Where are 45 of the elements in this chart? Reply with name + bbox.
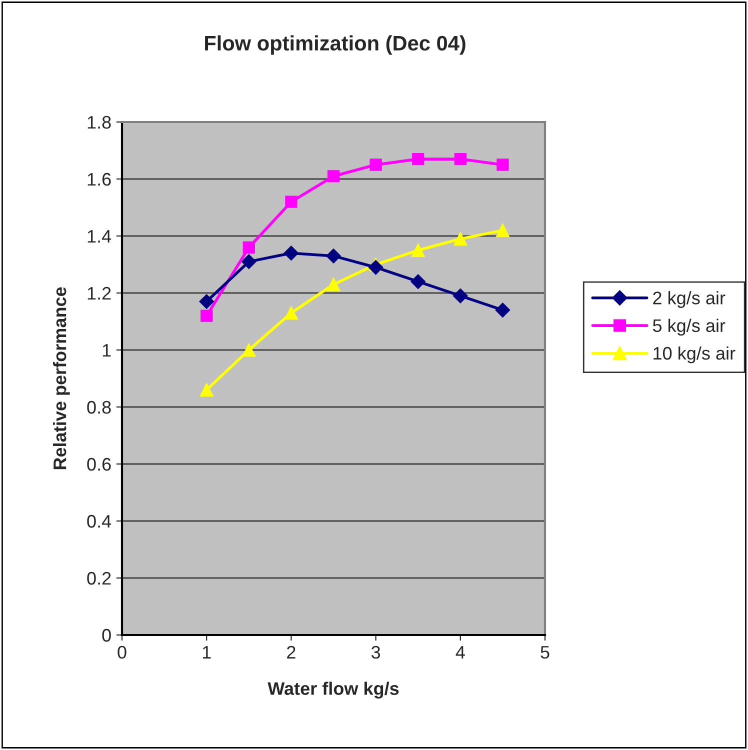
chart-title: Flow optimization (Dec 04) bbox=[205, 35, 466, 55]
legend-label: 10 kg/s air bbox=[654, 346, 736, 364]
point bbox=[410, 274, 426, 289]
x-tick-label: 2 bbox=[287, 646, 296, 658]
x-tick-label: 0 bbox=[118, 646, 126, 659]
point bbox=[370, 158, 382, 171]
x-tick-label: 5 bbox=[540, 646, 550, 659]
y-axis-title: Relative performance bbox=[52, 287, 70, 470]
y-tick-label: 0.8 bbox=[87, 400, 111, 414]
point bbox=[368, 260, 384, 275]
point bbox=[242, 343, 256, 357]
point bbox=[326, 278, 340, 292]
point bbox=[242, 241, 255, 254]
point bbox=[242, 254, 256, 270]
point bbox=[496, 158, 509, 171]
y-tick-label: 1.6 bbox=[88, 172, 111, 186]
point bbox=[284, 246, 299, 260]
point bbox=[200, 383, 214, 397]
point bbox=[496, 224, 510, 238]
y-tick-label: 0.2 bbox=[87, 572, 111, 585]
x-tick-label: 1 bbox=[202, 646, 211, 658]
y-tick-label: 1.2 bbox=[88, 286, 111, 300]
point bbox=[454, 232, 468, 246]
point bbox=[327, 170, 340, 182]
x-tick-label: 3 bbox=[371, 646, 380, 659]
point bbox=[326, 248, 341, 264]
point bbox=[411, 243, 425, 258]
y-tick-label: 0.6 bbox=[87, 458, 111, 471]
point bbox=[199, 294, 214, 309]
legend-label: 2 kg/s air bbox=[653, 291, 726, 308]
point bbox=[454, 152, 466, 166]
point bbox=[200, 310, 213, 322]
point bbox=[412, 152, 424, 166]
point bbox=[285, 196, 298, 208]
y-tick-label: 0.4 bbox=[87, 514, 112, 528]
y-tick-label: 1.8 bbox=[88, 116, 111, 129]
point bbox=[495, 302, 510, 318]
legend-label: 5 kg/s air bbox=[652, 318, 726, 336]
x-axis-title: Water flow kg/s bbox=[268, 682, 399, 699]
point bbox=[453, 288, 468, 304]
y-tick-label: 0 bbox=[102, 628, 111, 642]
x-tick-label: 4 bbox=[456, 646, 465, 658]
y-tick-label: 1 bbox=[102, 344, 111, 357]
point bbox=[284, 306, 298, 320]
y-tick-label: 1.4 bbox=[88, 230, 112, 243]
